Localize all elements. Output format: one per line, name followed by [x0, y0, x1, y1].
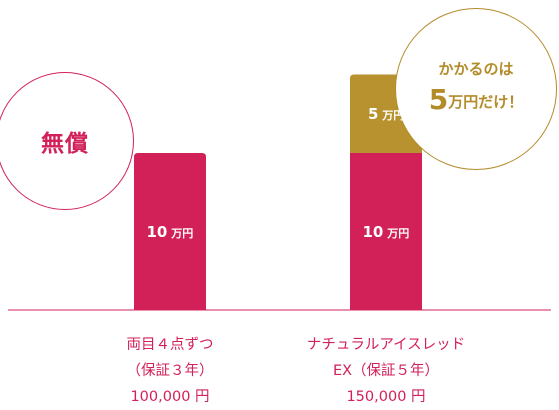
cost-callout-bubble: かかるのは 5万円だけ！ — [395, 8, 557, 170]
category-label-2-line3: 150,000 円 — [346, 389, 426, 405]
bar-cat2-segment1 — [350, 153, 422, 310]
cost-callout-number: 5 — [428, 83, 449, 116]
bar-cat1-segment1-label: 10 万円 — [146, 222, 194, 241]
cost-callout-line2: 5万円だけ！ — [429, 83, 524, 116]
bar-cat2-segment1-label: 10 万円 — [362, 222, 410, 241]
free-callout-text: 無償 — [41, 131, 89, 157]
category-label-1-line3: 100,000 円 — [130, 389, 210, 405]
cost-callout-line2-text: 万円だけ！ — [448, 93, 524, 111]
category-label-2-line1: ナチュラルアイスレッド — [306, 337, 466, 353]
category-label-1: 両目４点ずつ （保証３年） 100,000 円 — [50, 332, 290, 410]
category-label-1-line1: 両目４点ずつ — [126, 337, 214, 353]
category-label-2: ナチュラルアイスレッド EX（保証５年） 150,000 円 — [266, 332, 506, 410]
bar-cat1-segment1 — [134, 153, 206, 310]
bar-cat2-segment2-label: 5 万円 — [368, 104, 405, 123]
category-label-1-line2: （保証３年） — [126, 363, 214, 379]
cost-callout-line1: かかるのは — [438, 60, 514, 78]
free-callout-bubble: 無償 — [0, 72, 134, 210]
category-label-2-line2: EX（保証５年） — [332, 363, 440, 379]
